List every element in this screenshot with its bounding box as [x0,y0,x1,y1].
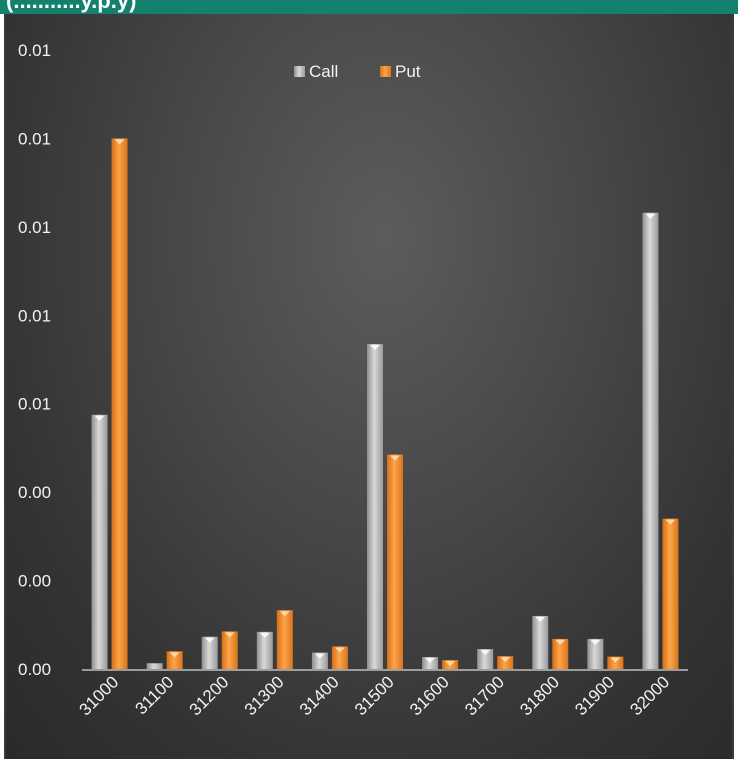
call-bar-bevel [204,637,215,643]
put-bar [607,656,624,669]
bar-chart: 0.000.000.000.010.010.010.010.01 31000 31… [18,41,688,719]
call-bar-bevel [314,653,325,659]
put-bar-bevel [169,652,180,658]
x-tick-label: 32000 [626,672,673,719]
legend-swatch-put [380,66,391,77]
put-bar [662,518,679,669]
call-bar [587,638,604,669]
put-bar-bevel [224,632,235,638]
x-tick-label: 31600 [406,672,453,719]
chart-legend: Call Put [294,62,421,81]
call-bar [311,652,328,669]
put-bar-bevel [665,519,676,525]
x-tick-label: 31400 [296,672,343,719]
x-tick-label: 31500 [351,672,398,719]
call-bar [146,663,163,669]
call-bar-bevel [94,415,105,421]
x-tick-label: 31700 [461,672,508,719]
call-bar-bevel [259,632,270,638]
legend-label-call: Call [309,62,338,81]
call-bar [532,615,549,669]
call-bar-bevel [370,345,380,351]
x-tick-label: 31300 [241,672,288,719]
call-bar [367,344,383,669]
x-tick-label: 31800 [516,672,563,719]
x-tick-label: 31000 [76,672,123,719]
y-tick-label: 0.00 [18,572,51,591]
put-bar-bevel [445,661,456,667]
x-tick-label: 31200 [186,672,233,719]
x-tick-label: 31100 [131,672,177,718]
legend-label-put: Put [395,62,421,81]
put-bar [276,610,293,669]
put-bar-bevel [334,647,345,653]
call-bar [201,636,218,669]
top-banner: (...........y.p.y) [0,0,738,14]
y-tick-label: 0.01 [18,218,51,237]
call-bar-bevel [480,650,491,656]
call-bar [91,414,108,669]
call-bar-bevel [425,658,436,664]
y-tick-label: 0.01 [18,306,51,325]
y-tick-label: 0.00 [18,660,51,679]
y-tick-label: 0.01 [18,129,51,148]
put-bar-bevel [390,455,400,461]
call-bar-bevel [645,213,656,219]
call-bar-bevel [535,616,546,622]
put-bar-bevel [610,657,621,663]
call-bar-bevel [590,639,601,645]
put-bar-bevel [500,657,511,663]
put-bar [221,631,238,669]
put-bar [111,138,128,669]
x-tick-label: 31900 [571,672,618,719]
y-tick-label: 0.01 [18,41,51,60]
put-bar [497,656,514,669]
banner-text: (...........y.p.y) [6,0,137,13]
put-bar [166,651,183,669]
call-bar [642,212,659,670]
legend-swatch-call [294,66,305,77]
y-tick-label: 0.01 [18,395,51,414]
call-bar [477,649,494,669]
put-bar-bevel [279,611,290,617]
y-tick-label: 0.00 [18,483,51,502]
call-bar [256,631,273,669]
chart-area: 0.00 0.00 0.00 0.01 0.01 0.01 0.01 0.01 31000 31… [4,14,734,759]
put-bar [331,646,348,669]
put-bar-bevel [114,139,125,145]
put-bar [552,638,569,669]
put-bar [387,454,403,669]
put-bar-bevel [555,639,566,645]
